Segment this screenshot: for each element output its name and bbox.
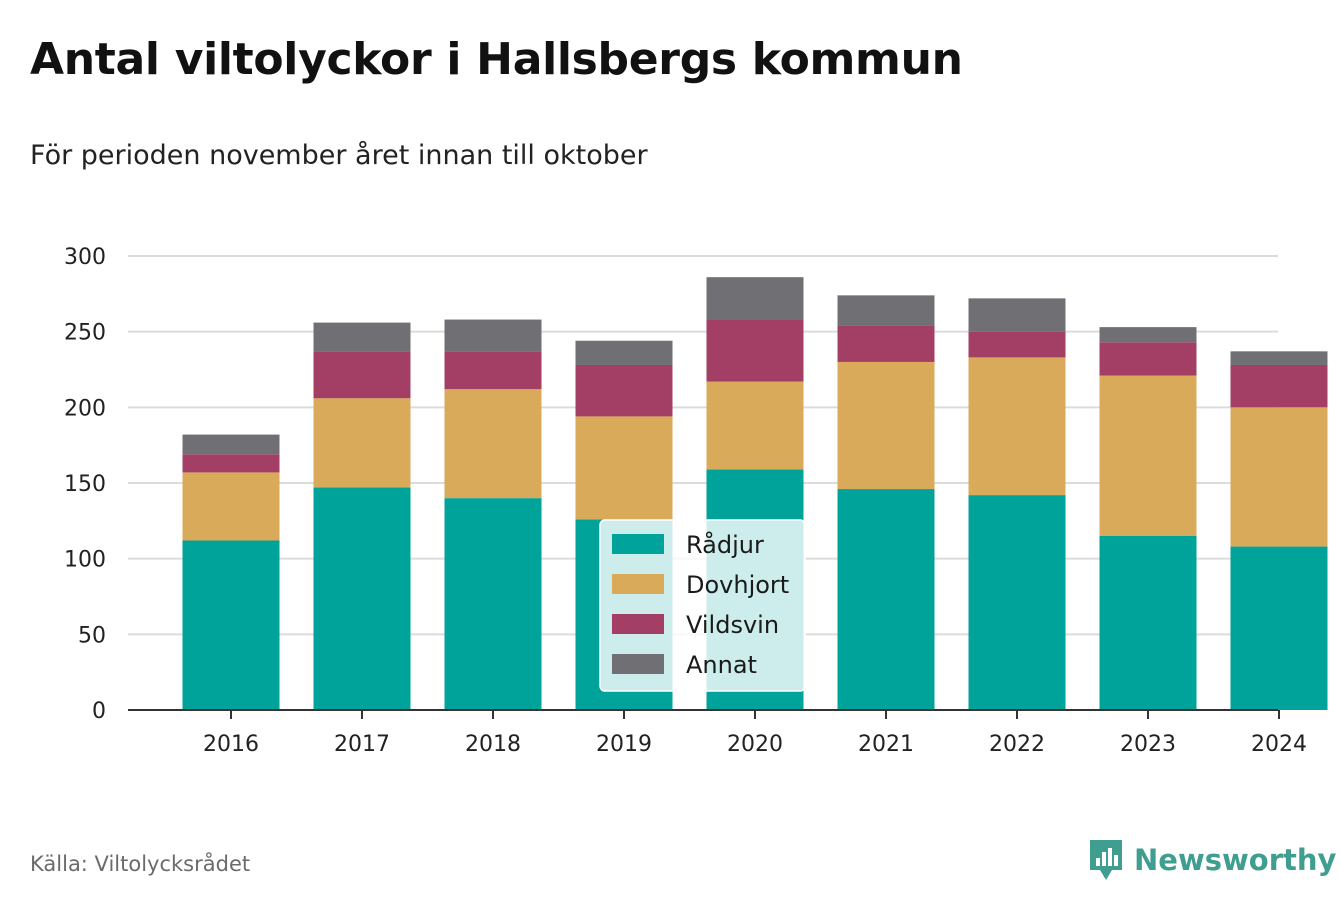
bar-segment bbox=[313, 351, 411, 399]
x-axis: 2016 2017 2018 2019 2020 2021 2022 2023 2024 bbox=[128, 709, 1307, 757]
y-tick-label: 250 bbox=[64, 321, 106, 346]
x-tick-label: 2020 bbox=[727, 732, 783, 757]
bar-segment bbox=[313, 322, 411, 352]
bar-segment bbox=[1099, 375, 1197, 536]
bar-segment bbox=[444, 389, 542, 499]
legend-label: Dovhjort bbox=[686, 571, 789, 599]
bar-segment bbox=[968, 357, 1066, 496]
bar-segment bbox=[1230, 407, 1328, 547]
legend-swatch bbox=[612, 574, 664, 594]
bar-segment bbox=[706, 381, 804, 470]
newsworthy-logo-icon bbox=[1090, 840, 1122, 880]
bar-segment bbox=[182, 540, 280, 710]
x-tick-label: 2016 bbox=[203, 732, 259, 757]
y-axis-ticks: 0 50 100 150 200 250 300 bbox=[64, 245, 106, 724]
source-note: Källa: Viltolycksrådet bbox=[30, 852, 251, 876]
legend-swatch bbox=[612, 534, 664, 554]
x-tick-label: 2019 bbox=[596, 732, 652, 757]
bar-segment bbox=[1099, 342, 1197, 376]
bar-segment bbox=[313, 487, 411, 710]
x-tick-label: 2023 bbox=[1120, 732, 1176, 757]
legend-label: Vildsvin bbox=[686, 611, 779, 639]
legend-label: Rådjur bbox=[686, 530, 764, 559]
bar-segment bbox=[444, 319, 542, 352]
bar-segment bbox=[575, 416, 673, 520]
y-tick-label: 0 bbox=[92, 699, 106, 724]
bar-segment bbox=[837, 361, 935, 490]
bar-segment bbox=[182, 434, 280, 455]
bar-segment bbox=[313, 398, 411, 488]
bar-segment bbox=[837, 295, 935, 326]
bar-segment bbox=[968, 298, 1066, 332]
legend-swatch bbox=[612, 614, 664, 634]
bar-segment bbox=[1230, 351, 1328, 365]
bar-segment bbox=[706, 277, 804, 320]
bar-segment bbox=[575, 364, 673, 417]
legend-swatch bbox=[612, 654, 664, 674]
brand-name: Newsworthy bbox=[1134, 843, 1337, 877]
x-tick-label: 2018 bbox=[465, 732, 521, 757]
y-tick-label: 150 bbox=[64, 472, 106, 497]
bar-segment bbox=[837, 489, 935, 710]
bar-segment bbox=[837, 325, 935, 362]
bar-segment bbox=[1099, 535, 1197, 710]
bar-segment bbox=[968, 331, 1066, 358]
x-tick-label: 2021 bbox=[858, 732, 914, 757]
bar-segment bbox=[444, 498, 542, 710]
brand[interactable]: Newsworthy bbox=[1088, 838, 1336, 882]
legend-box bbox=[599, 519, 806, 692]
y-tick-label: 50 bbox=[78, 623, 106, 648]
y-tick-label: 300 bbox=[64, 245, 106, 270]
bar-segment bbox=[968, 495, 1066, 710]
x-tick-label: 2024 bbox=[1251, 732, 1307, 757]
legend: Rådjur Dovhjort Vildsvin Annat bbox=[599, 519, 806, 692]
legend-label: Annat bbox=[686, 651, 757, 679]
x-tick-label: 2022 bbox=[989, 732, 1045, 757]
bar-segment bbox=[1099, 327, 1197, 343]
chart-title: Antal viltolyckor i Hallsbergs kommun bbox=[30, 34, 963, 85]
bar-segment bbox=[182, 472, 280, 541]
chart-subtitle: För perioden november året innan till ok… bbox=[30, 140, 648, 171]
bar-segment bbox=[575, 340, 673, 365]
x-tick-label: 2017 bbox=[334, 732, 390, 757]
bar-segment bbox=[1230, 364, 1328, 408]
y-tick-label: 200 bbox=[64, 396, 106, 421]
bar-segment bbox=[444, 351, 542, 390]
y-tick-label: 100 bbox=[64, 548, 106, 573]
bar-segment bbox=[706, 319, 804, 382]
bar-segment bbox=[182, 454, 280, 473]
bar-segment bbox=[1230, 546, 1328, 710]
